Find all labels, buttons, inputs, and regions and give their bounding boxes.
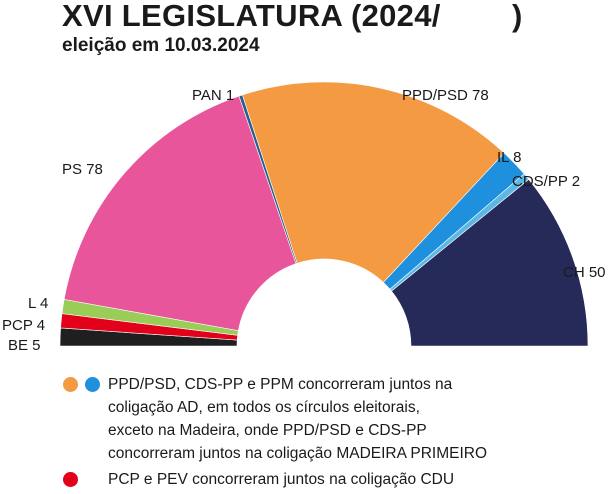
label-be: BE 5 — [8, 337, 41, 354]
note-1-text: PPD/PSD, CDS-PP e PPM concorreram juntos… — [108, 373, 487, 465]
note-1-dot-orange — [63, 377, 78, 392]
label-l: L 4 — [28, 295, 48, 312]
note-1-line-4: concorreram juntos na coligação MADEIRA … — [108, 445, 488, 462]
hemicycle-chart: BE 5 PCP 4 L 4 PS 78 PAN 1 PPD/PSD 78 IL 8 CDS/… — [2, 81, 606, 354]
label-pcp: PCP 4 — [2, 317, 45, 334]
segment-ch — [391, 178, 589, 347]
note-2-text: PCP e PEV concorreram juntos na coligaçã… — [108, 468, 454, 491]
note-1-line-1: PPD/PSD, CDS-PP e PPM concorreram juntos… — [108, 376, 453, 393]
note-1-dot-blue — [85, 377, 100, 392]
label-ppd-psd: PPD/PSD 78 — [402, 87, 489, 104]
segment-ppd-psd — [242, 81, 505, 283]
note-1-line-2: coligação AD, em todos os círculos eleit… — [108, 399, 420, 416]
note-1-line-3: exceto na Madeira, onde PPD/PSD e CDS-PP — [108, 422, 427, 439]
note-2-line-1: PCP e PEV concorreram juntos na coligaçã… — [108, 471, 455, 488]
segment-ps — [63, 95, 297, 331]
label-pan: PAN 1 — [192, 87, 234, 104]
label-il: IL 8 — [497, 149, 521, 166]
page-subtitle: eleição em 10.03.2024 — [62, 35, 260, 56]
page-title: XVI LEGISLATURA (2024/ ) — [62, 0, 523, 33]
label-ch: CH 50 — [563, 264, 606, 281]
label-ps: PS 78 — [62, 161, 103, 178]
label-cds-pp: CDS/PP 2 — [512, 173, 580, 190]
note-2-dot-red — [63, 472, 78, 487]
